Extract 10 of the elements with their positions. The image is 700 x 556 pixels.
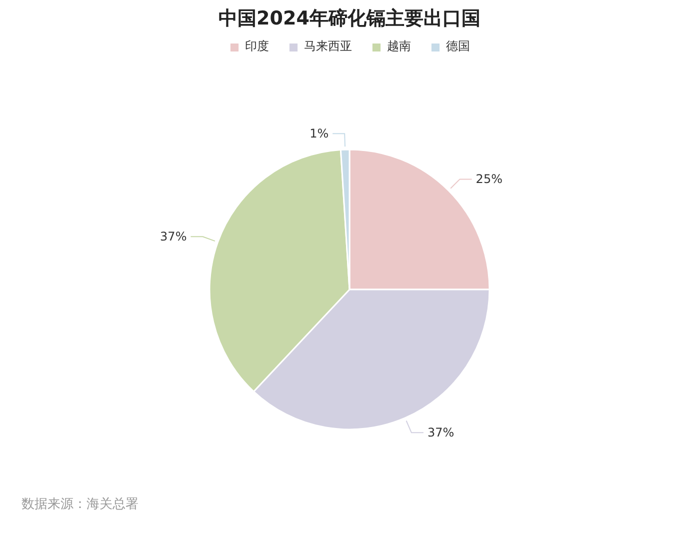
- data-label: 37%: [160, 230, 187, 244]
- data-label: 37%: [427, 426, 454, 440]
- legend-label: 德国: [446, 38, 470, 55]
- data-label: 1%: [310, 126, 329, 141]
- chart-title: 中国2024年碲化镉主要出口国: [218, 8, 480, 30]
- data-label: 25%: [476, 172, 502, 186]
- legend-label: 印度: [245, 38, 269, 55]
- legend-label: 越南: [387, 38, 411, 55]
- legend-label: 马来西亚: [304, 38, 352, 55]
- source-note: 数据来源：海关总署: [22, 497, 138, 512]
